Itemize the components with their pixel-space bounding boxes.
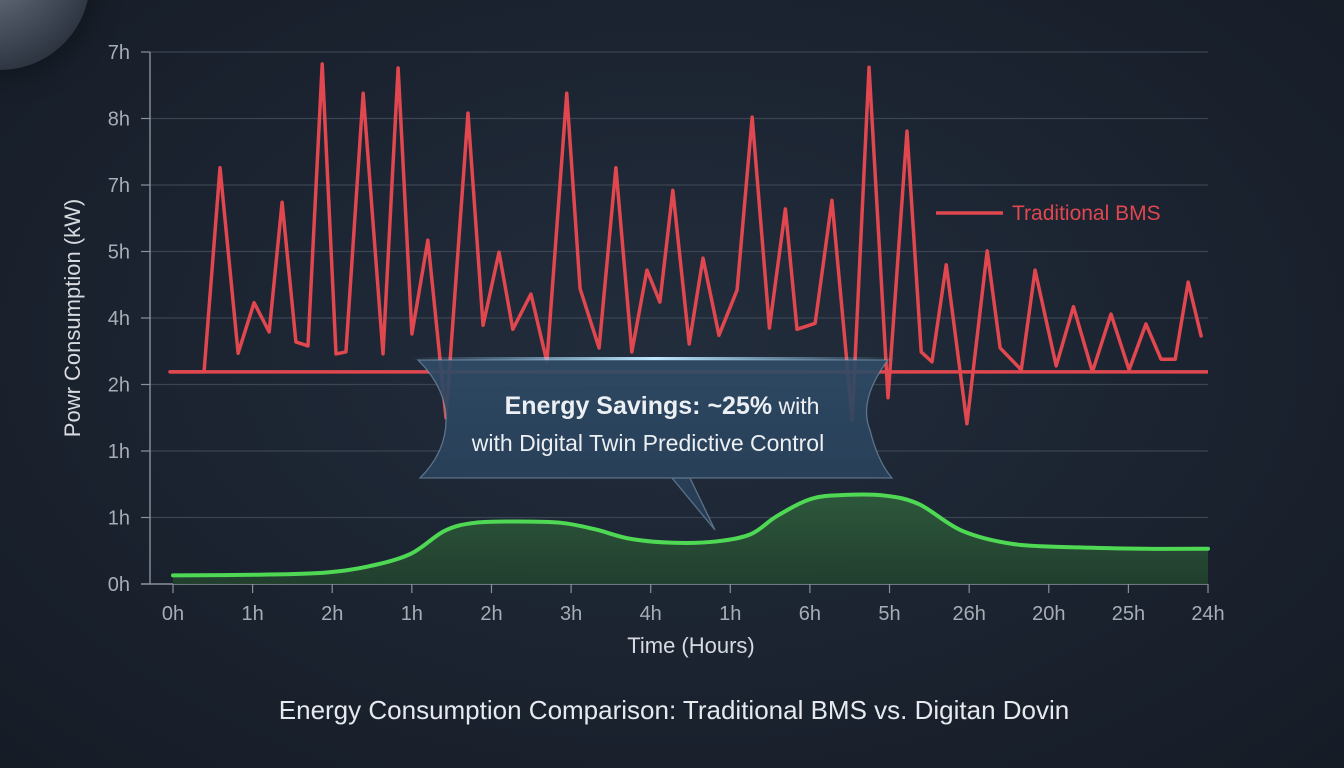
traditional-bms-points xyxy=(169,63,1202,424)
callout-savings-value: Energy Savings: ~25% xyxy=(505,392,772,420)
callout-glow-line xyxy=(410,357,900,360)
x-tick-label: 2h xyxy=(480,603,502,625)
y-tick-label: 5h xyxy=(108,242,130,264)
x-tick-label: 5h xyxy=(878,603,900,625)
callout-bubble xyxy=(416,359,894,531)
traditional-bms-line xyxy=(168,62,1203,426)
x-tick-label: 1h xyxy=(401,603,423,625)
chart-title: Energy Consumption Comparison: Tradition… xyxy=(279,695,1069,725)
callout-line-2: with Digital Twin Predictive Control xyxy=(471,430,824,456)
x-tick-label: 20h xyxy=(1032,603,1065,625)
legend-label-traditional-bms: Traditional BMS xyxy=(1012,202,1161,225)
x-tick-label: 1h xyxy=(719,603,741,625)
x-tick-label: 24h xyxy=(1191,603,1224,625)
y-tick-label: 4h xyxy=(108,308,130,330)
y-axis-title: Powr Consumption (kW) xyxy=(60,199,85,437)
x-tick-label: 2h xyxy=(321,603,343,625)
y-tick-label: 7h xyxy=(108,175,130,197)
callout-line-1-rest: with xyxy=(772,393,819,419)
y-tick-label: 8h xyxy=(108,109,130,131)
digital-twin-area xyxy=(173,494,1208,584)
energy-savings-callout: Energy Savings: ~25% with with Digital T… xyxy=(410,357,900,531)
x-tick-label: 6h xyxy=(799,603,821,625)
callout-line-1: Energy Savings: ~25% with xyxy=(505,392,820,420)
x-tick-label: 1h xyxy=(241,603,263,625)
y-axis-ticks: 0h 1h 1h 2h 4h 5h 7h 8h 7h xyxy=(108,42,150,596)
y-tick-label: 1h xyxy=(108,508,130,530)
x-tick-label: 4h xyxy=(640,603,662,625)
x-tick-label: 26h xyxy=(952,603,985,625)
x-axis-title: Time (Hours) xyxy=(627,633,755,658)
x-tick-label: 25h xyxy=(1112,603,1145,625)
digital-twin-line xyxy=(171,492,1210,578)
y-tick-label: 1h xyxy=(108,441,130,463)
x-tick-label: 0h xyxy=(162,603,184,625)
legend: Traditional BMS xyxy=(936,202,1161,225)
y-tick-label: 7h xyxy=(108,42,130,64)
y-tick-label: 2h xyxy=(108,375,130,397)
x-tick-label: 3h xyxy=(560,603,582,625)
y-tick-label: 0h xyxy=(108,574,130,596)
x-axis-ticks: 0h 1h 2h 1h 2h 3h 4h 1h 6h 5h 26h 20h 25h 24h xyxy=(162,584,1225,625)
